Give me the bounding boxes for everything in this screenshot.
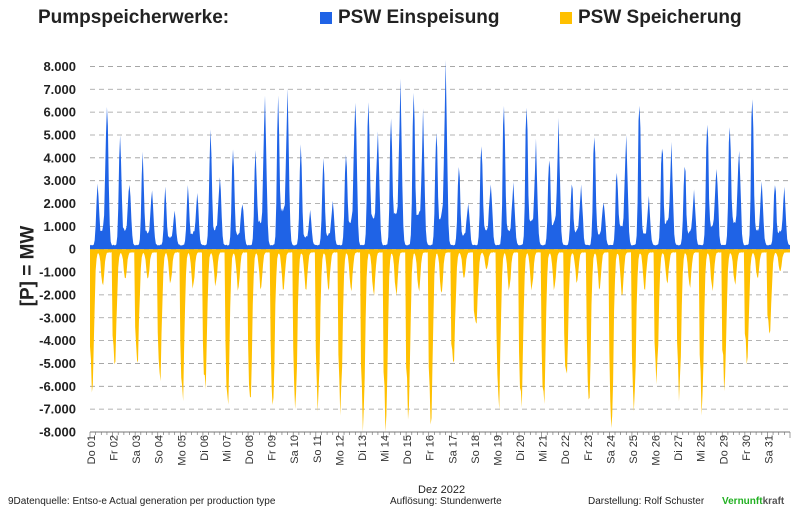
y-tick-label: 4.000 (43, 150, 76, 165)
x-axis-label: Dez 2022 (418, 484, 466, 496)
x-tick-label: Fr 09 (267, 435, 279, 461)
x-tick-label: Do 22 (560, 435, 572, 464)
x-tick-label: Sa 31 (763, 435, 775, 464)
x-axis: Do 01 Fr 02 Sa 03 So 04 Mo 05 Di 06 Mi 07 Do 08… (86, 431, 791, 466)
x-tick-label: Do 08 (244, 435, 256, 464)
x-tick-label: Mi 14 (380, 435, 392, 462)
y-tick-label: 2.000 (43, 196, 76, 211)
chart-svg: 8.000 7.000 6.000 5.000 4.000 3.000 2.000 1.000… (39, 59, 791, 466)
x-tick-label: Mi 21 (538, 435, 550, 462)
footer-author: Darstellung: Rolf Schuster (588, 496, 705, 507)
x-tick-label: Sa 17 (447, 435, 459, 464)
y-tick-label: -8.000 (39, 425, 76, 440)
y-tick-label: 8.000 (43, 59, 76, 74)
x-tick-label: Do 01 (86, 435, 98, 464)
brand-part-b: kraft (762, 496, 785, 507)
y-tick-label: 0 (69, 242, 76, 257)
x-tick-label: So 25 (628, 435, 640, 464)
x-tick-label: Di 27 (673, 435, 685, 461)
y-tick-label: -6.000 (39, 379, 76, 394)
x-tick-label: So 18 (470, 435, 482, 464)
legend-item-speicherung: PSW Speicherung (560, 7, 742, 29)
legend-item-einspeisung: PSW Einspeisung (320, 7, 500, 29)
x-tick-label: Sa 24 (605, 435, 617, 464)
brand-part-a: Vernunft (722, 496, 763, 507)
x-tick-label: Fr 23 (583, 435, 595, 461)
legend-label: PSW Speicherung (578, 7, 742, 28)
y-tick-label: -4.000 (39, 333, 76, 348)
y-tick-labels: 8.000 7.000 6.000 5.000 4.000 3.000 2.000 1.000… (39, 59, 76, 440)
y-tick-label: 7.000 (43, 82, 76, 97)
x-tick-label: Fr 02 (109, 435, 121, 461)
legend-swatch-orange (560, 12, 572, 24)
x-tick-label: Sa 03 (131, 435, 143, 464)
y-tick-label: 1.000 (43, 219, 76, 234)
legend-swatch-blue (320, 12, 332, 24)
x-tick-label: Di 13 (357, 435, 369, 461)
x-tick-label: Fr 30 (741, 435, 753, 461)
footer-resolution: Auflösung: Stundenwerte (390, 496, 502, 507)
y-tick-label: 5.000 (43, 127, 76, 142)
legend-label: PSW Einspeisung (338, 7, 500, 28)
footer-source: 9Datenquelle: Entso-e Actual generation … (8, 496, 276, 507)
x-tick-label: So 04 (154, 435, 166, 464)
y-tick-label: -1.000 (39, 265, 76, 280)
series-area-speicherung (90, 249, 790, 432)
x-tick-label: Sa 10 (289, 435, 301, 464)
x-tick-label: Mo 12 (334, 435, 346, 466)
series-area-einspeisung (90, 60, 790, 250)
chart-title: Pumpspeicherwerke: (38, 7, 230, 28)
x-tick-label: Mo 19 (492, 435, 504, 466)
x-tick-label: Fr 16 (425, 435, 437, 461)
x-tick-label: Mo 05 (176, 435, 188, 466)
x-tick-label: Di 20 (515, 435, 527, 461)
y-tick-label: 6.000 (43, 105, 76, 120)
x-tick-label: Di 06 (199, 435, 211, 461)
y-tick-label: -2.000 (39, 287, 76, 302)
x-tick-label: Mi 07 (221, 435, 233, 462)
x-tick-label: So 11 (312, 435, 324, 463)
footer-brand: Vernunftkraft (722, 496, 784, 507)
x-tick-label: Do 15 (402, 435, 414, 464)
y-tick-label: -3.000 (39, 310, 76, 325)
x-tick-label: Mi 28 (696, 435, 708, 462)
x-tick-label: Do 29 (718, 435, 730, 464)
y-tick-label: 3.000 (43, 173, 76, 188)
y-tick-label: -7.000 (39, 402, 76, 417)
x-tick-label: Mo 26 (651, 435, 663, 466)
y-tick-label: -5.000 (39, 356, 76, 371)
